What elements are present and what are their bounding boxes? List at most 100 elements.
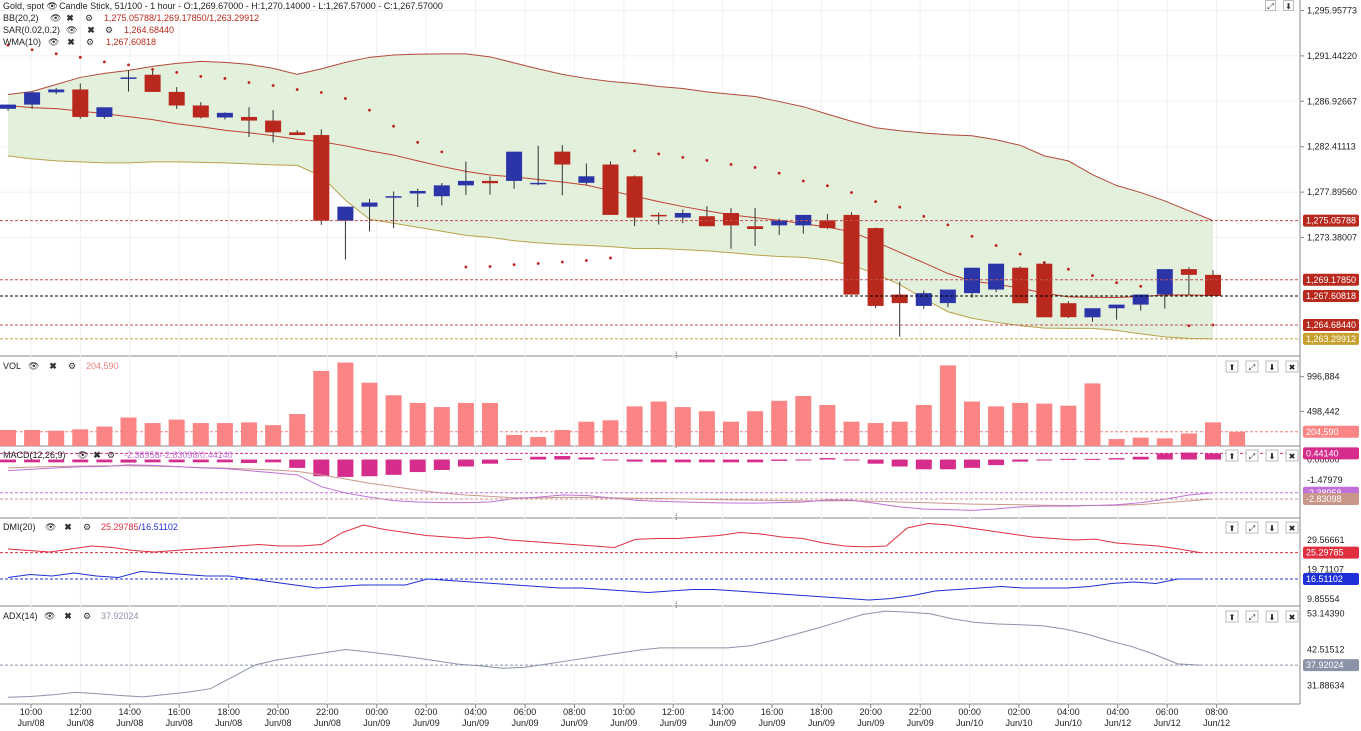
- volume-bar[interactable]: [48, 430, 65, 446]
- volume-bar[interactable]: [96, 426, 113, 446]
- volume-bar[interactable]: [1108, 439, 1125, 446]
- candle-body[interactable]: [457, 180, 474, 186]
- sar-settings-icon[interactable]: ⚙: [104, 25, 114, 35]
- candle-body[interactable]: [192, 105, 209, 118]
- candle-body[interactable]: [819, 220, 836, 229]
- pane-control-button[interactable]: [1245, 521, 1259, 534]
- candle-body[interactable]: [216, 112, 233, 118]
- volume-bar[interactable]: [120, 417, 137, 446]
- candle-body[interactable]: [988, 263, 1005, 290]
- volume-bar[interactable]: [723, 421, 739, 446]
- pane-control-button[interactable]: [1225, 360, 1239, 373]
- macd-visibility-icon[interactable]: 👁: [77, 450, 89, 460]
- candle-body[interactable]: [771, 220, 788, 226]
- volume-bar[interactable]: [1205, 422, 1221, 446]
- candle-body[interactable]: [289, 132, 306, 136]
- candle-body[interactable]: [1012, 267, 1029, 304]
- volume-bar[interactable]: [1084, 383, 1101, 446]
- volume-bar[interactable]: [578, 421, 595, 446]
- volume-bar[interactable]: [385, 395, 402, 446]
- candle-body[interactable]: [674, 212, 691, 218]
- adx-visibility-icon[interactable]: 👁: [44, 611, 56, 621]
- candle-body[interactable]: [698, 216, 715, 227]
- pane-control-button[interactable]: [1265, 610, 1279, 623]
- candle-body[interactable]: [482, 180, 498, 184]
- volume-bar[interactable]: [216, 423, 233, 446]
- volume-bar[interactable]: [939, 365, 956, 446]
- pane-control-button[interactable]: [1245, 610, 1259, 623]
- candle-body[interactable]: [867, 228, 884, 306]
- volume-bar[interactable]: [747, 411, 764, 446]
- volume-bar[interactable]: [289, 414, 306, 446]
- volume-bar[interactable]: [1132, 437, 1149, 446]
- candle-body[interactable]: [337, 206, 354, 221]
- volume-bar[interactable]: [337, 362, 354, 446]
- volume-bar[interactable]: [650, 401, 667, 447]
- volume-bar[interactable]: [867, 423, 884, 446]
- candle-body[interactable]: [578, 176, 595, 183]
- wma-visibility-icon[interactable]: 👁: [48, 37, 60, 47]
- candle-body[interactable]: [433, 185, 450, 197]
- candle-body[interactable]: [626, 176, 643, 218]
- sar-remove-icon[interactable]: ✖: [87, 25, 95, 35]
- volume-bar[interactable]: [144, 423, 161, 446]
- candle-body[interactable]: [964, 267, 980, 294]
- candle-body[interactable]: [0, 104, 16, 109]
- candle-body[interactable]: [385, 196, 402, 198]
- candle-body[interactable]: [361, 202, 378, 207]
- candle-body[interactable]: [795, 214, 812, 226]
- dmi-settings-icon[interactable]: ⚙: [82, 522, 92, 532]
- candle-body[interactable]: [96, 107, 113, 117]
- volume-bar[interactable]: [361, 382, 378, 446]
- volume-bar[interactable]: [313, 370, 330, 446]
- volume-bar[interactable]: [241, 422, 257, 446]
- pane-control-button[interactable]: [1285, 521, 1299, 534]
- volume-bar[interactable]: [843, 421, 860, 446]
- candle-body[interactable]: [144, 74, 161, 92]
- volume-bar[interactable]: [771, 400, 788, 446]
- candle-body[interactable]: [48, 89, 65, 93]
- visibility-icon[interactable]: 👁: [46, 1, 58, 11]
- bb-settings-icon[interactable]: ⚙: [84, 13, 94, 23]
- pane-control-button[interactable]: [1285, 360, 1299, 373]
- candle-body[interactable]: [265, 120, 282, 133]
- volume-bar[interactable]: [626, 406, 643, 446]
- pane-control-button[interactable]: [1265, 360, 1279, 373]
- candle-body[interactable]: [1108, 304, 1125, 309]
- pane-control-button[interactable]: [1225, 521, 1239, 534]
- volume-bar[interactable]: [433, 407, 450, 446]
- candle-body[interactable]: [747, 226, 764, 229]
- dmi-visibility-icon[interactable]: 👁: [45, 522, 57, 532]
- candle-body[interactable]: [1156, 269, 1173, 295]
- candle-body[interactable]: [120, 77, 137, 79]
- volume-bar[interactable]: [409, 402, 426, 446]
- volume-bar[interactable]: [530, 436, 547, 446]
- vol-settings-icon[interactable]: ⚙: [67, 361, 77, 371]
- candle-body[interactable]: [915, 293, 932, 306]
- volume-bar[interactable]: [819, 404, 836, 446]
- pane-control-button[interactable]: [1245, 449, 1259, 462]
- candle-body[interactable]: [241, 116, 257, 121]
- volume-bar[interactable]: [988, 406, 1005, 446]
- adx-settings-icon[interactable]: ⚙: [82, 611, 92, 621]
- volume-bar[interactable]: [265, 425, 282, 446]
- volume-bar[interactable]: [192, 423, 209, 446]
- pane-control-button[interactable]: [1285, 610, 1299, 623]
- volume-bar[interactable]: [0, 430, 16, 446]
- volume-bar[interactable]: [168, 419, 185, 446]
- volume-bar[interactable]: [506, 434, 523, 446]
- wma-settings-icon[interactable]: ⚙: [85, 37, 95, 47]
- candle-body[interactable]: [1180, 269, 1197, 275]
- volume-bar[interactable]: [602, 420, 619, 446]
- volume-bar[interactable]: [1060, 405, 1077, 446]
- volume-bar[interactable]: [698, 411, 715, 446]
- candle-body[interactable]: [1132, 294, 1149, 305]
- volume-bar[interactable]: [1036, 403, 1053, 446]
- pane-control-button[interactable]: [1225, 610, 1239, 623]
- volume-bar[interactable]: [915, 404, 932, 446]
- pane-control-button[interactable]: [1225, 449, 1239, 462]
- candle-body[interactable]: [723, 212, 739, 226]
- candle-body[interactable]: [530, 182, 547, 185]
- vol-remove-icon[interactable]: ✖: [49, 361, 57, 371]
